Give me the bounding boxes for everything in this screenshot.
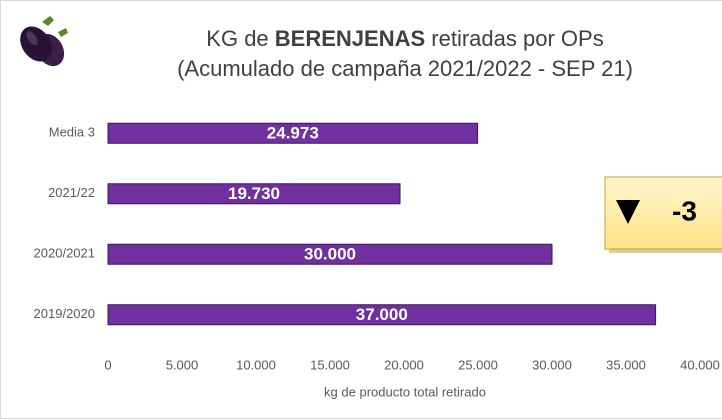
x-tick-label: 0: [104, 357, 111, 372]
value-label: 24.973: [267, 124, 319, 143]
y-tick-label: 2020/2021: [34, 246, 95, 261]
value-label: 19.730: [228, 184, 280, 203]
x-tick-label: 10.000: [236, 357, 276, 372]
value-label: 37.000: [356, 305, 408, 324]
bar: [107, 243, 553, 265]
bar: [107, 304, 657, 326]
x-tick-label: 5.000: [166, 357, 199, 372]
y-tick-label: 2021/22: [48, 185, 95, 200]
x-tick-label: 35.000: [606, 357, 646, 372]
eggplant-icon: [20, 16, 68, 67]
value-label: 30.000: [304, 245, 356, 264]
annotation: -3: [672, 195, 697, 226]
annotation-box: -3: [604, 176, 722, 253]
bar: [107, 122, 479, 144]
x-tick-label: 30.000: [532, 357, 572, 372]
x-tick-label: 40.000: [680, 357, 720, 372]
x-axis-label: kg de producto total retirado: [324, 384, 486, 399]
chart-subtitle: (Acumulado de campaña 2021/2022 - SEP 21…: [177, 56, 633, 81]
x-tick-label: 25.000: [458, 357, 498, 372]
x-tick-label: 20.000: [384, 357, 424, 372]
y-tick-label: Media 3: [49, 125, 95, 140]
y-tick-label: 2019/2020: [34, 306, 95, 321]
bar: [107, 183, 401, 205]
x-tick-label: 15.000: [310, 357, 350, 372]
chart-title: KG de BERENJENAS retiradas por OPs: [206, 26, 603, 51]
